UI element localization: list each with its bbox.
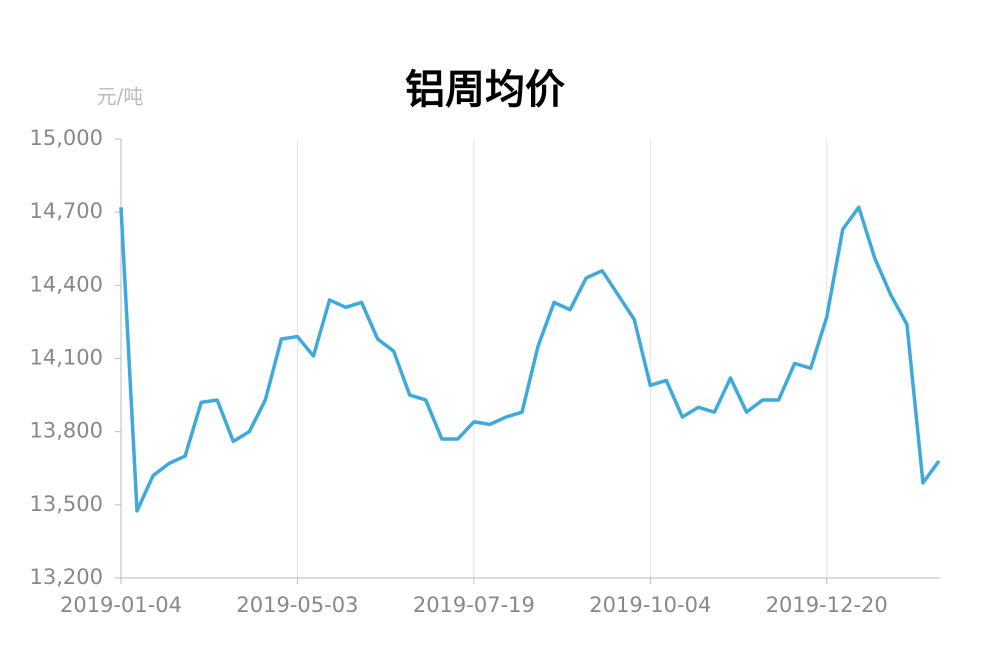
y-tick-label: 15,000 [30, 126, 103, 150]
x-tick-label: 2019-01-04 [60, 593, 182, 617]
x-tick-label: 2019-10-04 [589, 593, 711, 617]
x-tick-label: 2019-05-03 [236, 593, 358, 617]
y-tick-label: 14,100 [30, 346, 103, 370]
y-tick-label: 13,800 [30, 419, 103, 443]
y-tick-label: 13,200 [30, 565, 103, 589]
y-tick-label: 13,500 [30, 492, 103, 516]
x-tick-label: 2019-12-20 [766, 593, 888, 617]
y-tick-label: 14,400 [30, 272, 103, 296]
y-tick-label: 14,700 [30, 199, 103, 223]
line-series [119, 205, 941, 513]
y-unit-label: 元/吨 [97, 85, 144, 109]
chart-title: 铝周均价 [405, 67, 565, 113]
x-tick-label: 2019-07-19 [413, 593, 535, 617]
